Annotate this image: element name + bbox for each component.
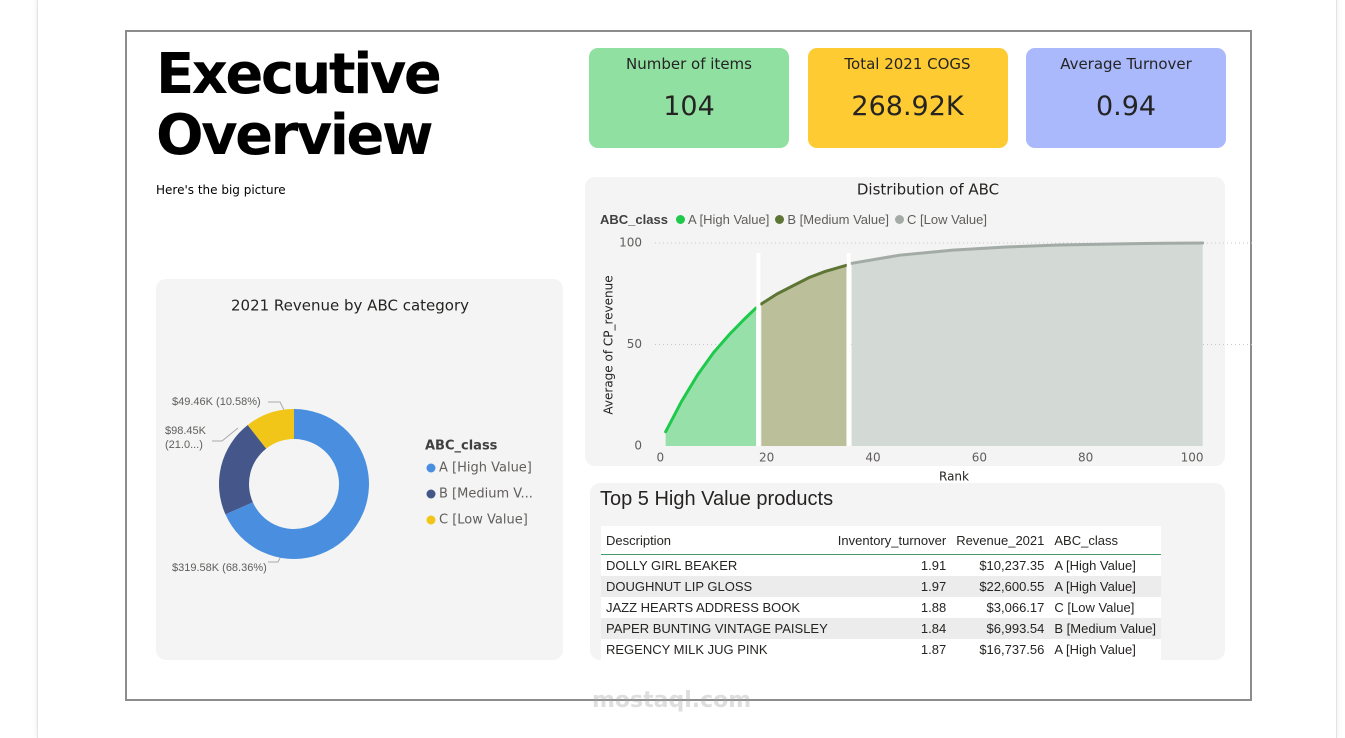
kpi-value: 0.94 xyxy=(1095,91,1157,122)
legend-marker xyxy=(426,489,436,499)
area xyxy=(851,243,1203,446)
data-label: $49.46K (10.58%) xyxy=(172,396,261,408)
legend-marker xyxy=(675,215,685,224)
table: Description Inventory_turnover Revenue_202… xyxy=(601,526,1162,660)
x-tick-label: 80 xyxy=(1078,451,1093,465)
area xyxy=(665,307,757,446)
page-edge xyxy=(37,0,1337,738)
kpi-label: Average Turnover xyxy=(1060,55,1192,73)
column-header: Description xyxy=(601,526,833,555)
donut-slice xyxy=(225,409,369,559)
legend-label: A [High Value] xyxy=(439,461,532,476)
kpi-card: Number of items 104 xyxy=(589,48,789,148)
table-cell: DOLLY GIRL BEAKER xyxy=(601,554,833,576)
table-cell: $22,600.55 xyxy=(951,576,1050,597)
data-label: $319.58K (68.36%) xyxy=(172,562,267,574)
legend-label: C [Low Value] xyxy=(907,212,987,227)
table-cell: A [High Value] xyxy=(1049,639,1162,660)
table-cell: $6,993.54 xyxy=(951,618,1050,639)
title: Executive Overview xyxy=(156,42,442,168)
table-row: JAZZ HEARTS ADDRESS BOOK 1.88 $3,066.17 C [… xyxy=(601,597,1162,618)
x-tick-label: 60 xyxy=(972,451,987,465)
line xyxy=(759,263,848,306)
legend-title: ABC_class xyxy=(600,212,668,227)
table-cell: DOUGHNUT LIP GLOSS xyxy=(601,576,833,597)
table-cell: 1.84 xyxy=(832,618,952,639)
donut-title: 2021 Revenue by ABC category xyxy=(231,297,469,315)
x-tick-label: 40 xyxy=(865,451,880,465)
leader-line xyxy=(212,427,239,442)
frame xyxy=(125,30,1252,701)
y-tick-label: 0 xyxy=(634,439,642,453)
title-line: Executive xyxy=(156,42,442,107)
legend-label: B [Medium Value] xyxy=(787,212,889,227)
area-title: Distribution of ABC xyxy=(857,181,999,199)
legend-marker xyxy=(775,215,785,224)
table-cell: 1.97 xyxy=(832,576,952,597)
title-line: Overview xyxy=(156,103,434,168)
column-header: Inventory_turnover xyxy=(832,526,952,555)
table-cell: A [High Value] xyxy=(1049,576,1162,597)
table-cell: $10,237.35 xyxy=(951,554,1050,576)
table-cell: $3,066.17 xyxy=(951,597,1050,618)
x-tick-label: 0 xyxy=(656,451,664,465)
table-row: REGENCY MILK JUG PINK 1.87 $16,737.56 A [Hi… xyxy=(601,639,1162,660)
legend-title: ABC_class xyxy=(425,439,498,454)
table-cell: 1.87 xyxy=(832,639,952,660)
column-header: ABC_class xyxy=(1049,526,1162,555)
table-cell: C [Low Value] xyxy=(1049,597,1162,618)
legend-label: A [High Value] xyxy=(687,212,770,227)
line xyxy=(850,241,1205,265)
line xyxy=(664,306,758,434)
table-cell: 1.91 xyxy=(832,554,952,576)
column-header: Revenue_2021 xyxy=(951,526,1050,555)
table-cell: B [Medium Value] xyxy=(1049,618,1162,639)
area xyxy=(761,265,847,446)
table-title: Top 5 High Value products xyxy=(600,488,834,510)
legend-item: C [Low Value] xyxy=(895,212,987,227)
table-row: DOLLY GIRL BEAKER 1.91 $10,237.35 A [High V… xyxy=(601,554,1162,576)
data-label: $98.45K (21.0...) xyxy=(165,425,206,451)
table-cell: A [High Value] xyxy=(1049,554,1162,576)
table-cell: JAZZ HEARTS ADDRESS BOOK xyxy=(601,597,833,618)
y-tick-label: 50 xyxy=(627,337,642,351)
y-axis-label: Average of CP_revenue xyxy=(602,275,616,414)
table-cell: PAPER BUNTING VINTAGE PAISLEY xyxy=(601,618,833,639)
watermark: mostaql.com xyxy=(592,688,752,713)
leader-line xyxy=(268,401,285,411)
x-tick-label: 100 xyxy=(1181,451,1204,465)
header-row: Description Inventory_turnover Revenue_202… xyxy=(601,526,1162,555)
legend-marker xyxy=(895,215,904,224)
legend-label: C [Low Value] xyxy=(439,513,528,528)
table-row: PAPER BUNTING VINTAGE PAISLEY 1.84 $6,993.… xyxy=(601,618,1162,639)
y-tick-label: 100 xyxy=(619,236,642,250)
subtitle: Here's the big picture xyxy=(156,183,286,197)
kpi-label: Number of items xyxy=(626,55,752,73)
x-axis-label: Rank xyxy=(939,470,969,484)
legend: ABC_class A [High Value] B [Medium Value] C… xyxy=(600,212,987,227)
donut-slice xyxy=(219,424,267,515)
kpi-card: Average Turnover 0.94 xyxy=(1026,48,1226,148)
legend-label: B [Medium V... xyxy=(439,487,533,502)
donut-slice xyxy=(247,408,294,449)
x-tick-label: 20 xyxy=(759,451,774,465)
table-cell: 1.88 xyxy=(832,597,952,618)
legend-item: A [High Value] xyxy=(675,212,770,227)
kpi-card: Total 2021 COGS 268.92K xyxy=(807,48,1008,148)
table-cell: REGENCY MILK JUG PINK xyxy=(601,639,833,660)
kpi-label: Total 2021 COGS xyxy=(844,55,971,73)
kpi-value: 268.92K xyxy=(851,91,964,122)
legend-marker xyxy=(426,515,436,525)
table-cell: $16,737.56 xyxy=(951,639,1050,660)
table-row: DOUGHNUT LIP GLOSS 1.97 $22,600.55 A [High … xyxy=(601,576,1162,597)
legend-item: B [Medium Value] xyxy=(775,212,889,227)
kpi-value: 104 xyxy=(663,91,715,122)
legend-marker xyxy=(426,463,436,473)
